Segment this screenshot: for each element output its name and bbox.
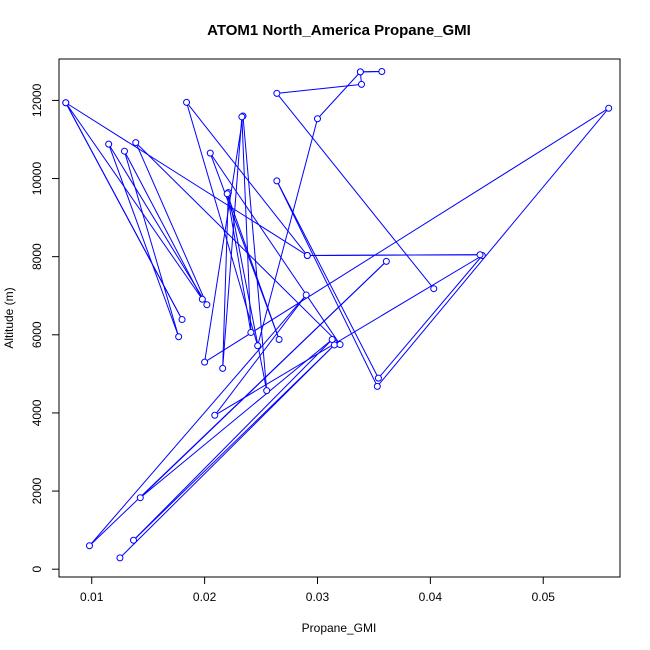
- series-line-segment: [108, 143, 208, 305]
- data-point: [273, 89, 281, 97]
- series-line-segment: [276, 83, 362, 94]
- series-line-segment: [214, 255, 483, 416]
- series-line-segment: [108, 143, 180, 337]
- series-line-segment: [186, 102, 259, 346]
- x-tick-label: 0.04: [419, 590, 443, 604]
- series-line-segment: [139, 339, 333, 499]
- x-axis-ticks: 0.01 0.02 0.03 0.04 0.05: [80, 577, 555, 604]
- series-line-segment: [276, 93, 435, 290]
- series-line-segment: [214, 294, 307, 416]
- series-line-segment: [123, 151, 180, 337]
- data-point: [356, 68, 364, 76]
- series-line-segment: [222, 116, 243, 369]
- x-axis-label: Propane_GMI: [302, 621, 377, 635]
- series-line-segment: [133, 339, 333, 541]
- series-line-segment: [133, 344, 335, 541]
- series-line-segment: [135, 142, 341, 345]
- data-point: [358, 80, 366, 88]
- data-point: [136, 494, 144, 502]
- data-point: [219, 364, 227, 372]
- data-point: [198, 295, 206, 303]
- series-line-segment: [317, 71, 361, 120]
- y-axis-ticks: 0 2000 4000 6000 8000 10000 12000: [30, 83, 59, 573]
- y-tick-label: 4000: [30, 399, 44, 426]
- data-point: [373, 382, 381, 390]
- data-point: [201, 358, 209, 366]
- series-line-segment: [65, 102, 308, 256]
- data-point: [254, 342, 262, 350]
- data-point: [223, 190, 231, 198]
- series-line-segment: [65, 102, 183, 320]
- data-point: [85, 542, 93, 550]
- data-point: [120, 147, 128, 155]
- series-line-segment: [276, 180, 379, 379]
- series-line-segment: [376, 107, 610, 387]
- series-line-segment: [276, 180, 378, 387]
- data-point: [476, 251, 484, 259]
- data-point: [303, 252, 311, 259]
- series-line-segment: [135, 142, 208, 305]
- series-line-segment: [209, 152, 341, 345]
- series-line-segment: [242, 115, 268, 391]
- data-point: [203, 301, 211, 309]
- x-tick-label: 0.02: [193, 590, 217, 604]
- y-tick-label: 12000: [30, 83, 44, 117]
- data-point: [247, 328, 255, 336]
- series-line-segment: [124, 150, 203, 300]
- data-point: [62, 99, 70, 107]
- y-tick-label: 6000: [30, 321, 44, 348]
- data-point: [263, 387, 271, 395]
- data-point: [382, 257, 390, 265]
- data-point: [430, 285, 438, 293]
- plot-series: [62, 68, 613, 562]
- series-line-segment: [307, 254, 481, 256]
- data-point: [178, 316, 186, 324]
- series-line-segment: [119, 344, 335, 559]
- data-point: [211, 411, 219, 419]
- data-point: [116, 554, 124, 562]
- data-point: [132, 139, 140, 147]
- series-line-segment: [204, 115, 244, 363]
- data-point: [238, 113, 246, 121]
- data-point: [273, 177, 281, 185]
- data-point: [183, 98, 191, 106]
- data-point: [206, 149, 214, 157]
- series-line-segment: [89, 294, 307, 547]
- data-point: [336, 341, 344, 349]
- y-axis-label: Altitude (m): [2, 287, 16, 348]
- x-tick-label: 0.01: [80, 590, 104, 604]
- series-line-segment: [222, 192, 229, 369]
- y-tick-label: 2000: [30, 477, 44, 504]
- y-tick-label: 8000: [30, 243, 44, 270]
- data-point: [275, 335, 283, 343]
- data-point: [302, 291, 310, 299]
- series-line-segment: [186, 102, 308, 256]
- data-point: [175, 333, 183, 341]
- y-tick-label: 0: [30, 566, 44, 573]
- x-tick-label: 0.05: [532, 590, 556, 604]
- series-line-segment: [65, 102, 203, 300]
- x-tick-label: 0.03: [306, 590, 330, 604]
- data-point: [605, 104, 613, 112]
- data-point: [313, 115, 321, 123]
- data-point: [130, 536, 137, 544]
- data-point: [374, 374, 382, 382]
- series-line-segment: [257, 118, 318, 346]
- data-point: [378, 68, 386, 75]
- series-line-segment: [241, 116, 252, 333]
- chart-title: ATOM1 North_America Propane_GMI: [207, 22, 471, 39]
- data-point: [328, 335, 336, 343]
- y-tick-label: 10000: [30, 162, 44, 196]
- series-line-segment: [227, 192, 268, 391]
- series-line-segment: [378, 255, 483, 379]
- data-point: [105, 140, 113, 148]
